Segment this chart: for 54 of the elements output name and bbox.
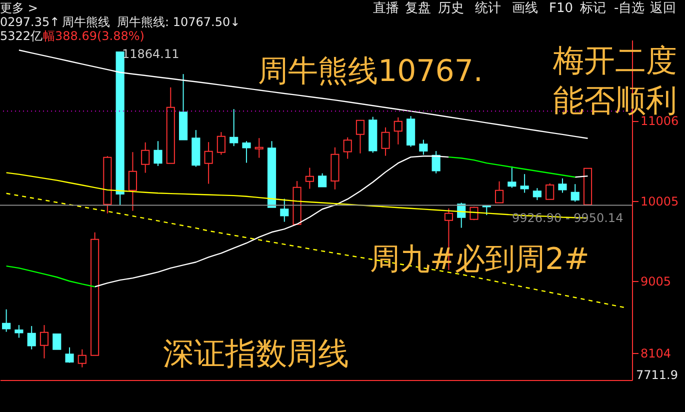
- candlestick: [432, 150, 440, 174]
- text: 周牛熊线: [62, 15, 110, 29]
- text: 历史: [438, 1, 464, 16]
- candlestick: [230, 108, 238, 147]
- candlestick: [2, 308, 11, 332]
- annotation: 深证指数周线: [163, 336, 349, 372]
- annotation: 5322亿: [0, 29, 43, 43]
- text: 画线: [512, 1, 538, 16]
- y-tick-label: 10005: [640, 194, 679, 208]
- candlestick: [27, 326, 36, 350]
- y-tick-label: 8104: [640, 346, 672, 361]
- candlestick: [154, 140, 162, 167]
- candlestick: [65, 346, 74, 364]
- text: 标记: [579, 1, 606, 16]
- candlestick: [305, 167, 314, 190]
- text: 周牛熊线: 10767.50↓: [117, 15, 240, 29]
- candlestick: [14, 324, 24, 338]
- text: 0297.35↑: [0, 15, 60, 29]
- text: 复盘: [405, 1, 431, 16]
- text: 更多 >: [0, 1, 38, 15]
- candlestick: [52, 334, 62, 350]
- annotation: 周牛熊线10767.: [258, 54, 483, 89]
- candlestick: [356, 120, 365, 154]
- candlestick: [494, 180, 504, 204]
- candlestick: [508, 166, 516, 188]
- candlestick: [546, 182, 554, 200]
- candlestick: [394, 116, 402, 145]
- candlestick: [343, 136, 352, 160]
- text: 直播: [373, 1, 399, 16]
- candlestick: [40, 324, 49, 359]
- text: 7711.9: [636, 368, 678, 382]
- candlestick: [78, 348, 86, 368]
- candlestick: [280, 198, 289, 222]
- text: 统计: [475, 1, 501, 16]
- annotation: 幅388.69(3.88%): [43, 29, 144, 43]
- candlestick: [254, 138, 264, 158]
- text: F10: [549, 1, 574, 16]
- candlestick: [141, 142, 150, 174]
- candlestick: [558, 178, 567, 194]
- candlestick: [242, 140, 251, 164]
- candlestick: [570, 184, 580, 202]
- candlestick: [318, 172, 327, 188]
- text: -自选: [614, 1, 645, 16]
- candlestick: [482, 205, 491, 216]
- candlestick: [216, 132, 226, 156]
- text: 返回: [650, 1, 676, 16]
- candlestick: [532, 188, 542, 201]
- line-series: [6, 192, 626, 308]
- candlestick: [204, 142, 213, 184]
- candlestick: [520, 174, 529, 194]
- candlestick: [419, 139, 428, 156]
- candlestick: [128, 152, 138, 212]
- candlestick: [381, 126, 390, 156]
- y-tick-label: 9005: [640, 274, 672, 288]
